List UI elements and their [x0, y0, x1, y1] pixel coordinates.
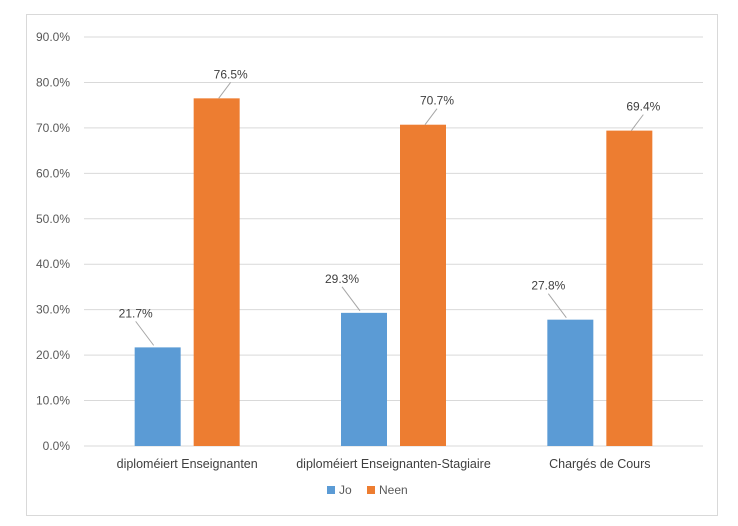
- bar-jo-2: [547, 319, 594, 446]
- data-label-neen-1: 70.7%: [420, 94, 454, 108]
- y-axis-ticks: 0.0% 10.0% 20.0% 30.0% 40.0% 50.0% 60.0% 70.0% 8…: [36, 30, 70, 453]
- y-tick-label: 70.0%: [36, 121, 70, 135]
- bar-jo-0: [134, 347, 181, 446]
- legend-label-jo: Jo: [339, 483, 352, 497]
- bar-neen-0: [193, 98, 240, 446]
- data-labels: 21.7% 76.5% 29.3% 70.7% 27.8% 69.4%: [119, 67, 661, 320]
- category-label: diploméiert Enseignanten: [117, 457, 258, 471]
- leader-line: [341, 286, 361, 312]
- y-tick-label: 20.0%: [36, 348, 70, 362]
- gridlines: [84, 36, 703, 447]
- legend-swatch-neen: [367, 486, 375, 494]
- y-tick-label: 50.0%: [36, 212, 70, 226]
- y-tick-label: 60.0%: [36, 166, 70, 180]
- category-label: Chargés de Cours: [549, 457, 650, 471]
- leader-line: [547, 293, 567, 318]
- x-axis-categories: diploméiert Enseignanten diploméiert Ense…: [117, 457, 651, 471]
- bar-neen-1: [400, 124, 446, 447]
- chart-frame: 0.0% 10.0% 20.0% 30.0% 40.0% 50.0% 60.0% 70.0% 8…: [26, 14, 718, 516]
- data-label-neen-0: 76.5%: [214, 67, 248, 81]
- bar-neen-2: [606, 130, 653, 447]
- leader-line: [218, 82, 232, 99]
- legend-label-neen: Neen: [379, 483, 408, 497]
- y-tick-label: 90.0%: [36, 30, 70, 44]
- bar-jo-1: [341, 312, 387, 446]
- leader-lines: [135, 82, 644, 346]
- y-tick-label: 40.0%: [36, 257, 70, 271]
- data-label-jo-0: 21.7%: [119, 306, 153, 320]
- bars: [134, 98, 653, 447]
- category-label: diploméiert Enseignanten-Stagiaire: [296, 457, 491, 471]
- data-label-jo-1: 29.3%: [325, 272, 359, 286]
- leader-line: [630, 114, 644, 131]
- y-tick-label: 0.0%: [43, 439, 71, 453]
- y-tick-label: 30.0%: [36, 303, 70, 317]
- y-tick-label: 80.0%: [36, 75, 70, 89]
- legend-swatch-jo: [327, 486, 335, 494]
- leader-line: [424, 108, 438, 126]
- leader-line: [135, 321, 155, 346]
- bar-chart: 0.0% 10.0% 20.0% 30.0% 40.0% 50.0% 60.0% 70.0% 8…: [36, 30, 703, 497]
- y-tick-label: 10.0%: [36, 394, 70, 408]
- legend: Jo Neen: [327, 483, 408, 497]
- data-label-neen-2: 69.4%: [626, 100, 660, 114]
- data-label-jo-2: 27.8%: [531, 279, 565, 293]
